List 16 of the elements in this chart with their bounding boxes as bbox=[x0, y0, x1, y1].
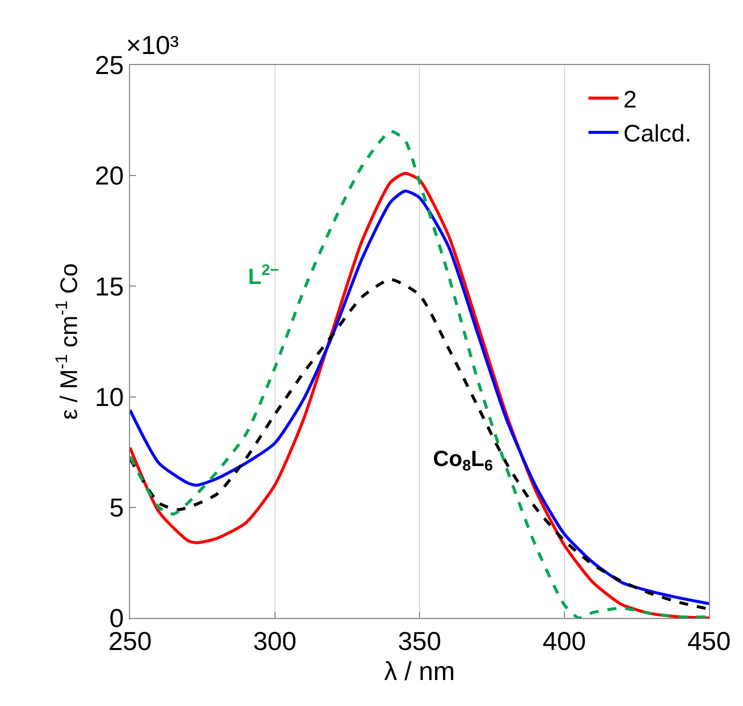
y-tick-label: 25 bbox=[94, 50, 124, 80]
legend-label: 2 bbox=[623, 86, 637, 114]
x-tick-label: 450 bbox=[687, 626, 731, 656]
x-tick-label: 300 bbox=[253, 626, 296, 656]
x-tick-label: 400 bbox=[542, 626, 586, 656]
x-tick-label: 350 bbox=[398, 626, 442, 656]
y-tick-label: 5 bbox=[109, 492, 124, 522]
legend-label: Calcd. bbox=[623, 120, 692, 148]
y-tick-label: 20 bbox=[94, 160, 124, 191]
y-tick-label: 15 bbox=[94, 271, 124, 302]
y-tick-label: 10 bbox=[94, 382, 124, 412]
annotation: L$^{2−}$ bbox=[248, 262, 280, 290]
x-tick-label: 250 bbox=[108, 626, 152, 656]
x-axis-title: λ / nm bbox=[384, 656, 455, 686]
text: ×10³ bbox=[126, 30, 180, 60]
annotation: Co$_{8}$L$_{6}$ bbox=[433, 446, 493, 475]
